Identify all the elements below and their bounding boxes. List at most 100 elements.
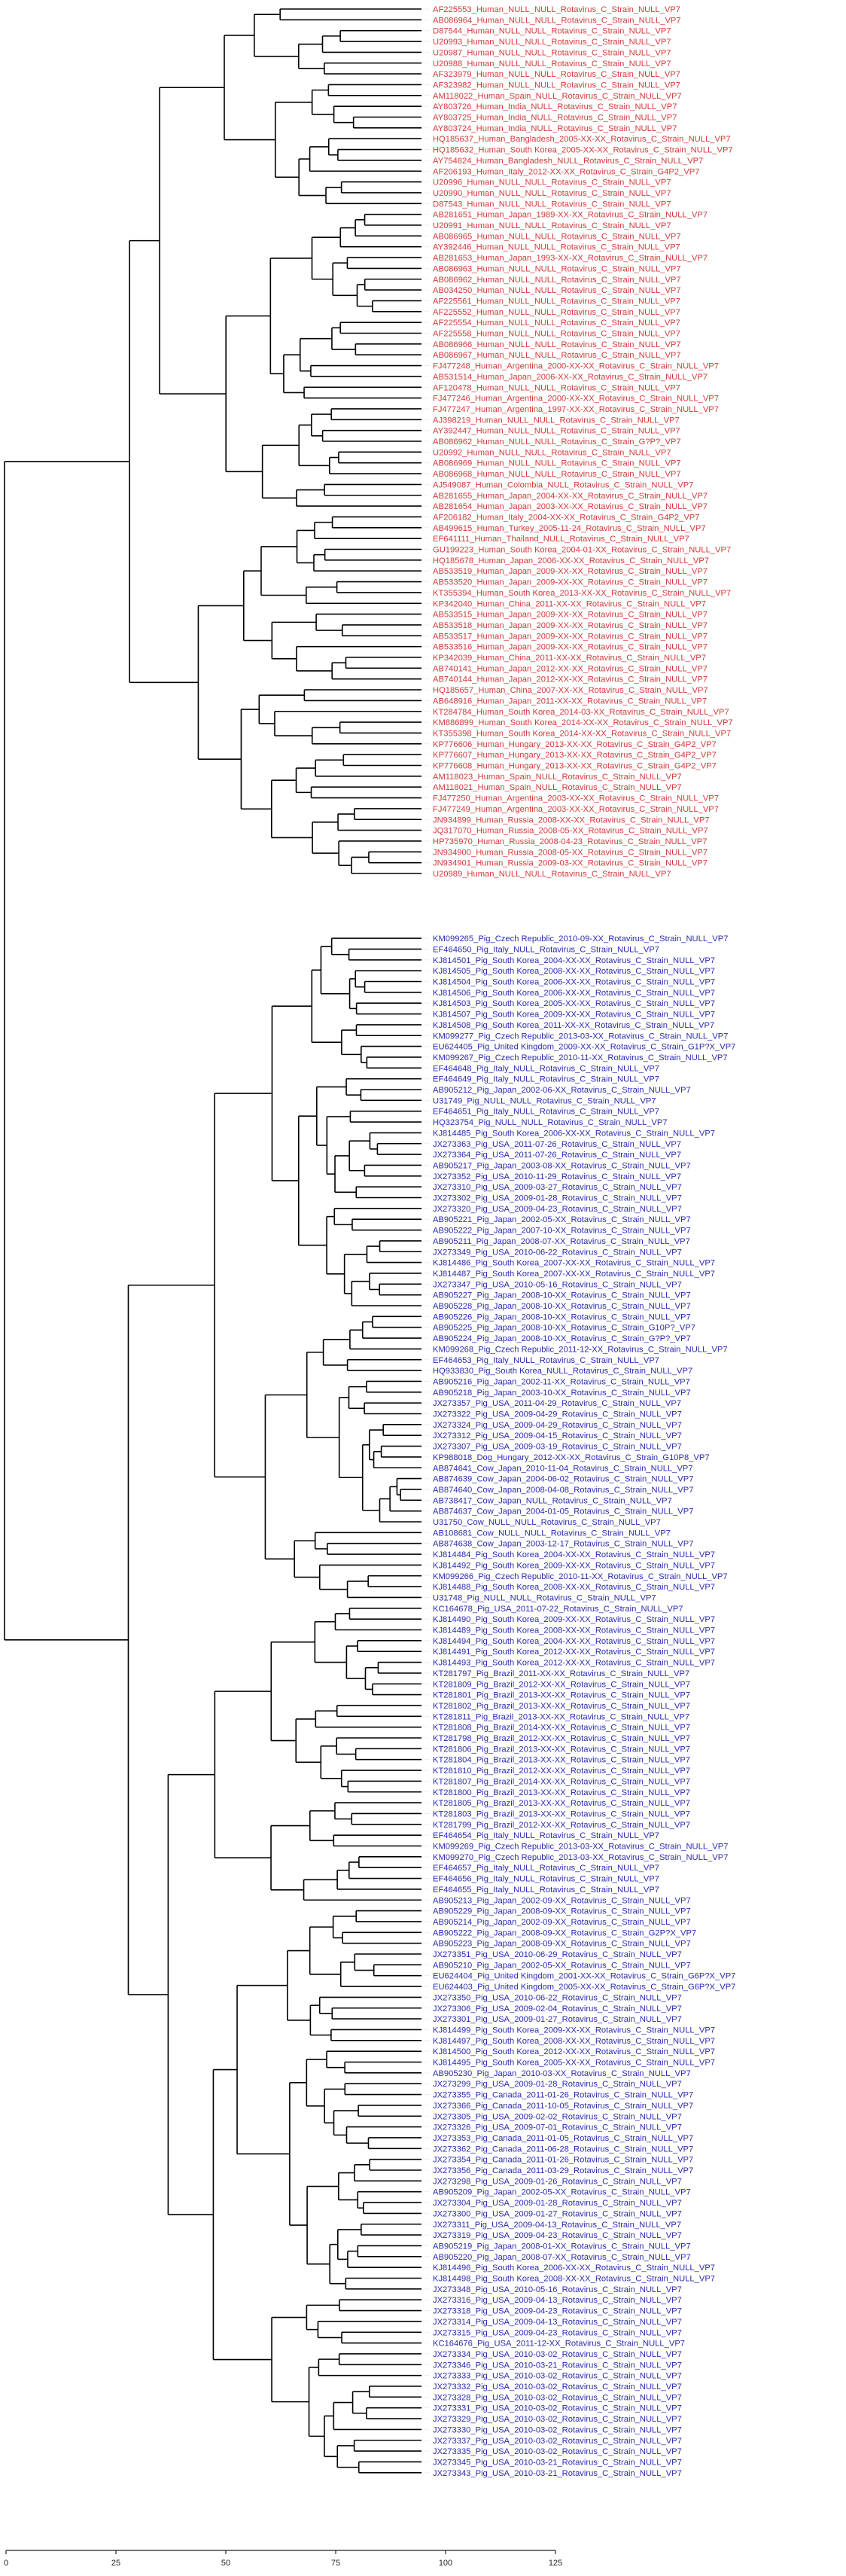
leaf-label: KJ814505_Pig_South Korea_2008-XX-XX_Rota… xyxy=(433,967,715,976)
leaf-label: EF464649_Pig_Italy_NULL_Rotavirus_C_Stra… xyxy=(433,1075,659,1084)
leaf-label: JX273343_Pig_USA_2010-03-21_Rotavirus_C_… xyxy=(433,2469,682,2478)
leaf-label: KM099268_Pig_Czech Republic_2011-12-XX_R… xyxy=(433,1345,728,1354)
leaf-label: AB086966_Human_NULL_NULL_Rotavirus_C_Str… xyxy=(433,340,681,349)
leaf-label: HQ185632_Human_South Korea_2005-XX-XX_Ro… xyxy=(433,146,733,155)
leaf-label: AY392446_Human_NULL_NULL_Rotavirus_C_Str… xyxy=(433,243,680,252)
leaf-label: JX273363_Pig_USA_2011-07-26_Rotavirus_C_… xyxy=(433,1140,681,1149)
leaf-label: KJ814491_Pig_South Korea_2012-XX-XX_Rota… xyxy=(433,1648,715,1657)
leaf-label: AB905209_Pig_Japan_2002-05-XX_Rotavirus_… xyxy=(433,2188,691,2197)
leaf-label: JX273331_Pig_USA_2010-03-02_Rotavirus_C_… xyxy=(433,2404,682,2413)
leaf-label: KP776608_Human_Hungary_2013-XX-XX_Rotavi… xyxy=(433,762,717,771)
leaf-label: JX273350_Pig_USA_2010-06-22_Rotavirus_C_… xyxy=(433,1993,682,2002)
leaf-label: AB086962_Human_NULL_NULL_Rotavirus_C_Str… xyxy=(433,437,681,447)
leaf-label: JX273299_Pig_USA_2009-01-28_Rotavirus_C_… xyxy=(433,2080,682,2089)
leaf-label: AB533520_Human_Japan_2009-XX-XX_Rotaviru… xyxy=(433,578,708,587)
leaf-label: JX273346_Pig_USA_2010-03-21_Rotavirus_C_… xyxy=(433,2361,682,2370)
leaf-label: JX273347_Pig_USA_2010-05-16_Rotavirus_C_… xyxy=(433,1280,682,1289)
leaf-label: KJ814496_Pig_South Korea_2006-XX-XX_Rota… xyxy=(433,2264,715,2273)
leaf-label: KP776607_Human_Hungary_2013-XX-XX_Rotavi… xyxy=(433,751,717,760)
leaf-label: JX273300_Pig_USA_2009-01-27_Rotavirus_C_… xyxy=(433,2209,682,2218)
leaf-label: AB905227_Pig_Japan_2008-10-XX_Rotavirus_… xyxy=(433,1291,691,1300)
leaf-label: AY803724_Human_India_NULL_Rotavirus_C_St… xyxy=(433,124,677,133)
leaf-label: JX273348_Pig_USA_2010-05-16_Rotavirus_C_… xyxy=(433,2285,682,2294)
leaf-label: JX273324_Pig_USA_2009-04-29_Rotavirus_C_… xyxy=(433,1421,682,1430)
leaf-label: JX273302_Pig_USA_2009-01-28_Rotavirus_C_… xyxy=(433,1194,682,1203)
leaf-label: JX273306_Pig_USA_2009-02-04_Rotavirus_C_… xyxy=(433,2004,682,2014)
leaf-label: EU624403_Pig_United Kingdom_2005-XX-XX_R… xyxy=(433,1983,735,1992)
leaf-label: AB905226_Pig_Japan_2008-10-XX_Rotavirus_… xyxy=(433,1312,691,1322)
leaf-label: KM099267_Pig_Czech Republic_2010-11-XX_R… xyxy=(433,1053,728,1062)
leaf-label: AB905223_Pig_Japan_2008-09-XX_Rotavirus_… xyxy=(433,1940,691,1949)
leaf-label: EF464656_Pig_Italy_NULL_Rotavirus_C_Stra… xyxy=(433,1875,659,1884)
leaf-label: EF464648_Pig_Italy_NULL_Rotavirus_C_Stra… xyxy=(433,1064,659,1073)
leaf-label: AB905220_Pig_Japan_2008-07-XX_Rotavirus_… xyxy=(433,2253,691,2262)
leaf-label: KJ814489_Pig_South Korea_2008-XX-XX_Rota… xyxy=(433,1626,715,1636)
leaf-label: U20987_Human_NULL_NULL_Rotavirus_C_Strai… xyxy=(433,48,671,57)
leaf-label: KM099269_Pig_Czech Republic_2013-03-XX_R… xyxy=(433,1843,728,1852)
leaf-label: AB533517_Human_Japan_2009-XX-XX_Rotaviru… xyxy=(433,632,708,641)
leaf-label: AB905230_Pig_Japan_2010-03-XX_Rotavirus_… xyxy=(433,2069,691,2078)
leaf-label: KM886899_Human_South Korea_2014-XX-XX_Ro… xyxy=(433,718,733,727)
leaf-label: AB905224_Pig_Japan_2008-10-XX_Rotavirus_… xyxy=(433,1334,691,1343)
leaf-label: JN934900_Human_Russia_2008-05-XX_Rotavir… xyxy=(433,848,708,857)
leaf-label: HQ185678_Human_Japan_2006-XX-XX_Rotaviru… xyxy=(433,556,709,566)
leaf-label: KT281798_Pig_Brazil_2012-XX-XX_Rotavirus… xyxy=(433,1734,690,1743)
leaf-label: FJ477247_Human_Argentina_1997-XX-XX_Rota… xyxy=(433,405,719,414)
leaf-label: AB905225_Pig_Japan_2008-10-XX_Rotavirus_… xyxy=(433,1324,695,1333)
leaf-label: AB281653_Human_Japan_1993-XX-XX_Rotaviru… xyxy=(433,254,708,263)
leaf-guide-lines xyxy=(421,8,431,2474)
leaf-label: KJ814494_Pig_South Korea_2004-XX-XX_Rota… xyxy=(433,1637,715,1646)
leaf-label: KM099270_Pig_Czech Republic_2013-03-XX_R… xyxy=(433,1853,728,1862)
leaf-label: AB905222_Pig_Japan_2008-09-XX_Rotavirus_… xyxy=(433,1928,696,1937)
leaf-label: AB905228_Pig_Japan_2008-10-XX_Rotavirus_… xyxy=(433,1302,691,1311)
leaf-label: KJ814485_Pig_South Korea_2006-XX-XX_Rota… xyxy=(433,1129,715,1138)
leaf-label: AF225554_Human_NULL_NULL_Rotavirus_C_Str… xyxy=(433,319,680,328)
leaf-label: JX273322_Pig_USA_2009-04-29_Rotavirus_C_… xyxy=(433,1410,682,1419)
leaf-label: JX273356_Pig_Canada_2011-03-29_Rotavirus… xyxy=(433,2166,693,2175)
leaf-label: AB738417_Cow_Japan_NULL_Rotavirus_C_Stra… xyxy=(433,1496,672,1505)
leaf-label: AB905218_Pig_Japan_2003-10-XX_Rotavirus_… xyxy=(433,1389,691,1398)
scale-axis: 0 25 50 75 100 125 xyxy=(4,2550,562,2568)
leaf-label: KJ814487_Pig_South Korea_2007-XX-XX_Rota… xyxy=(433,1270,715,1279)
leaf-label: JN934901_Human_Russia_2009-03-XX_Rotavir… xyxy=(433,859,708,868)
leaf-label: AF225558_Human_NULL_NULL_Rotavirus_C_Str… xyxy=(433,330,680,339)
leaf-label: FJ477246_Human_Argentina_2000-XX-XX_Rota… xyxy=(433,395,719,404)
leaf-label: KJ814500_Pig_South Korea_2012-XX-XX_Rota… xyxy=(433,2047,715,2056)
leaf-label: D87543_Human_NULL_NULL_Rotavirus_C_Strai… xyxy=(433,200,671,209)
leaf-label: AF206182_Human_Italy_2004-XX-XX_Rotaviru… xyxy=(433,513,699,522)
leaf-label: U20993_Human_NULL_NULL_Rotavirus_C_Strai… xyxy=(433,38,671,47)
leaf-label: AB740144_Human_Japan_2012-XX-XX_Rotaviru… xyxy=(433,675,708,684)
leaf-label: AB740141_Human_Japan_2012-XX-XX_Rotaviru… xyxy=(433,664,708,673)
leaf-label: AY754824_Human_Bangladesh_NULL_Rotavirus… xyxy=(433,157,703,166)
leaf-label: KC164676_Pig_USA_2011-12-XX_Rotavirus_C_… xyxy=(433,2340,685,2349)
leaf-label: KJ814492_Pig_South Korea_2009-XX-XX_Rota… xyxy=(433,1561,715,1570)
leaf-label: AB531514_Human_Japan_2006-XX-XX_Rotaviru… xyxy=(433,373,708,382)
leaf-label: JX273366_Pig_Canada_2011-10-05_Rotavirus… xyxy=(433,2102,693,2111)
leaf-label: JX273304_Pig_USA_2009-01-28_Rotavirus_C_… xyxy=(433,2199,682,2208)
leaf-label: EF464651_Pig_Italy_NULL_Rotavirus_C_Stra… xyxy=(433,1108,659,1117)
leaf-label: AB905212_Pig_Japan_2002-06-XX_Rotavirus_… xyxy=(433,1086,691,1095)
leaf-label: JX273298_Pig_USA_2009-01-26_Rotavirus_C_… xyxy=(433,2177,682,2186)
leaf-label: AB108681_Cow_NULL_NULL_Rotavirus_C_Strai… xyxy=(433,1529,671,1538)
leaf-label: KJ814507_Pig_South Korea_2009-XX-XX_Rota… xyxy=(433,1011,715,1020)
leaf-label: FJ477248_Human_Argentina_2000-XX-XX_Rota… xyxy=(433,362,719,371)
axis-tick-label: 75 xyxy=(331,2559,340,2568)
leaf-label: AB086965_Human_NULL_NULL_Rotavirus_C_Str… xyxy=(433,232,681,241)
leaf-label: JX273353_Pig_Canada_2011-01-05_Rotavirus… xyxy=(433,2134,693,2143)
leaf-label: AB905222_Pig_Japan_2007-10-XX_Rotavirus_… xyxy=(433,1227,691,1236)
axis-tick-label: 50 xyxy=(221,2559,230,2568)
leaf-label: KJ814488_Pig_South Korea_2008-XX-XX_Rota… xyxy=(433,1583,715,1592)
leaf-label: AF120478_Human_NULL_NULL_Rotavirus_C_Str… xyxy=(433,383,680,392)
leaf-label: JX273301_Pig_USA_2009-01-27_Rotavirus_C_… xyxy=(433,2015,682,2024)
leaf-label: AB874638_Cow_Japan_2003-12-17_Rotavirus_… xyxy=(433,1540,693,1549)
leaf-label: KJ814495_Pig_South Korea_2005-XX-XX_Rota… xyxy=(433,2059,715,2068)
leaf-label: AM118023_Human_Spain_NULL_Rotavirus_C_St… xyxy=(433,773,682,782)
leaf-label: KT281801_Pig_Brazil_2013-XX-XX_Rotavirus… xyxy=(433,1691,690,1700)
leaf-label: KP988018_Dog_Hungary_2012-XX-XX_Rotaviru… xyxy=(433,1453,710,1462)
leaf-label: U20988_Human_NULL_NULL_Rotavirus_C_Strai… xyxy=(433,59,671,69)
leaf-label: JQ317070_Human_Russia_2008-05-XX_Rotavir… xyxy=(433,827,708,836)
leaf-label: JX273332_Pig_USA_2010-03-02_Rotavirus_C_… xyxy=(433,2382,682,2392)
leaf-label: JX273335_Pig_USA_2010-03-02_Rotavirus_C_… xyxy=(433,2447,682,2456)
axis-tick-label: 125 xyxy=(549,2559,562,2568)
